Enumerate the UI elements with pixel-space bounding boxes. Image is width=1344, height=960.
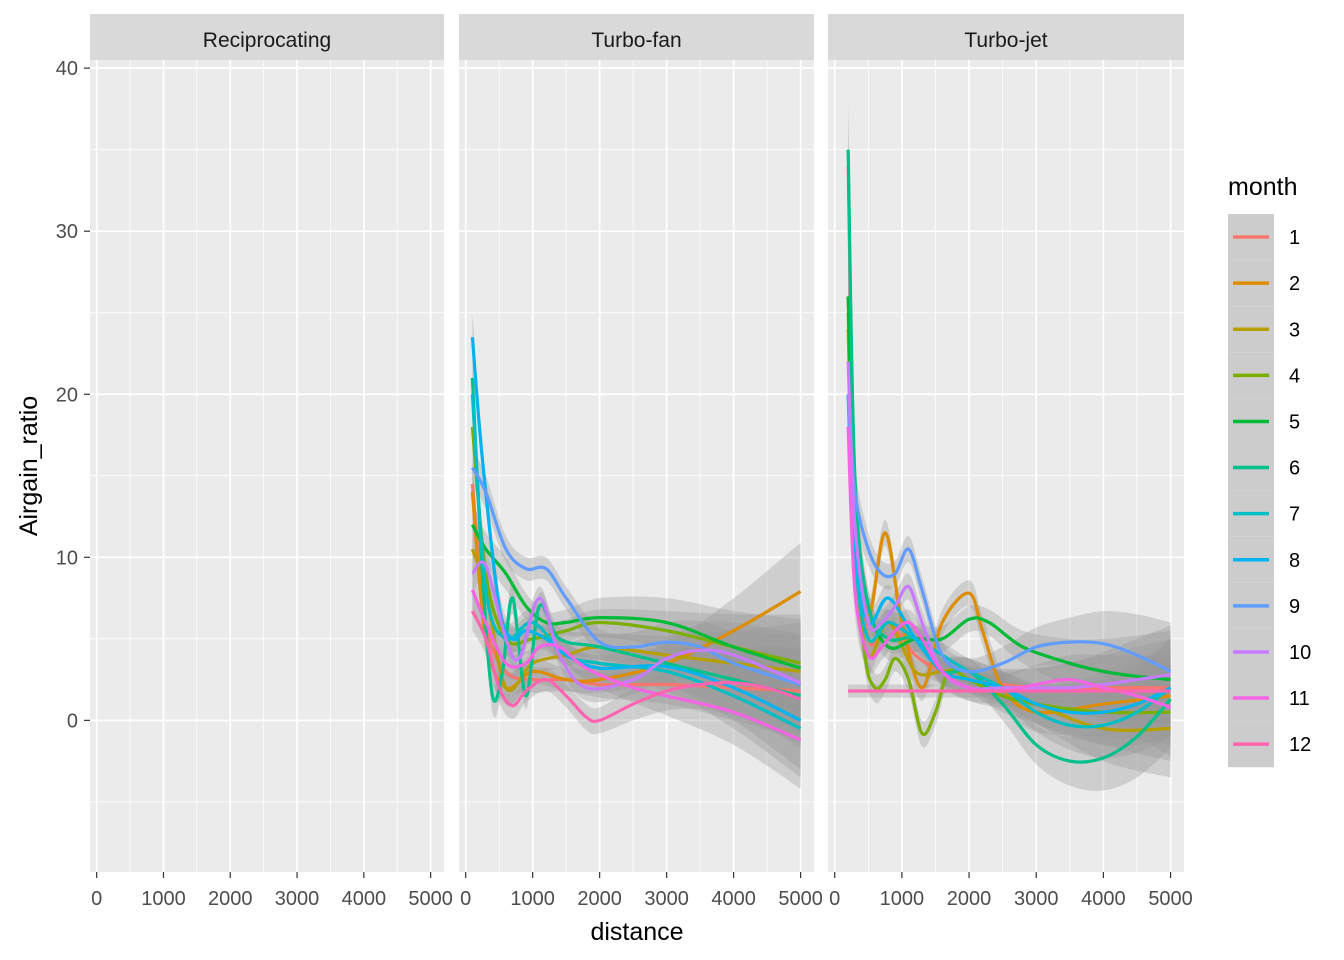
- series-ribbon: [472, 524, 801, 721]
- panel-background: [459, 60, 814, 872]
- y-axis-title: Airgain_ratio: [15, 396, 43, 536]
- series-line: [846, 426, 1172, 709]
- legend-entry: 1: [1228, 214, 1300, 261]
- series-ribbon: [472, 467, 801, 705]
- legend-label: 5: [1289, 411, 1300, 433]
- x-axis-title: distance: [590, 918, 683, 946]
- series-ribbon: [848, 329, 1171, 724]
- legend-title: month: [1228, 173, 1297, 201]
- series-ribbon: [848, 280, 1171, 778]
- series-ribbon: [472, 544, 801, 732]
- series-line: [846, 394, 1172, 729]
- series-ribbon: [848, 117, 1171, 737]
- legend-label: 8: [1289, 550, 1300, 572]
- facet-strip-label: Turbo-jet: [964, 29, 1047, 52]
- facet-strip-label: Turbo-fan: [591, 29, 681, 52]
- x-tick-label: 2000: [577, 888, 622, 910]
- x-tick-label: 5000: [408, 888, 453, 910]
- axis-layer: distance Airgain_ratio 0 1000 2000 3000 4000…: [15, 58, 1193, 946]
- panel-background: [90, 60, 444, 872]
- series-group: [470, 312, 802, 789]
- legend-label: 7: [1289, 504, 1300, 526]
- series-line: [846, 361, 1171, 691]
- x-tick-label: 3000: [275, 888, 320, 910]
- legend-entry: 11: [1228, 675, 1310, 722]
- legend-label: 4: [1289, 365, 1300, 387]
- series-ribbon: [472, 459, 801, 740]
- legend-entry: 7: [1228, 490, 1300, 537]
- x-tick-label: 2000: [947, 888, 992, 910]
- series-line: [470, 523, 802, 670]
- series-ribbon: [848, 394, 1171, 757]
- legend-label: 9: [1289, 596, 1300, 618]
- series-ribbon: [848, 361, 1171, 721]
- x-tick-label: 3000: [644, 888, 689, 910]
- legend-label: 10: [1289, 642, 1311, 664]
- x-tick-label: 4000: [711, 888, 756, 910]
- y-tick-label: 0: [67, 710, 78, 732]
- legend-entry: 3: [1228, 306, 1300, 353]
- facet-strip: [828, 14, 1184, 60]
- y-tick-label: 10: [56, 547, 78, 569]
- series-line: [471, 560, 802, 691]
- legend-label: 1: [1289, 227, 1300, 249]
- x-tick-label: 0: [460, 888, 471, 910]
- legend-entry: 8: [1228, 536, 1300, 583]
- legend-entry: 4: [1228, 352, 1300, 399]
- facet-panel: Turbo-jet: [828, 14, 1184, 872]
- x-tick-label: 1000: [141, 888, 186, 910]
- series-line: [470, 610, 802, 723]
- x-tick-label: 4000: [342, 888, 387, 910]
- y-tick-label: 20: [56, 384, 78, 406]
- x-tick-label: 3000: [1014, 888, 1059, 910]
- legend-entry: 5: [1228, 398, 1300, 445]
- series-line: [470, 426, 801, 665]
- legend-entry: 9: [1228, 582, 1300, 629]
- x-tick-label: 1000: [510, 888, 555, 910]
- legend-label: 11: [1289, 688, 1310, 710]
- legend-label: 12: [1289, 734, 1311, 756]
- series-line: [846, 394, 1172, 674]
- x-tick-label: 5000: [778, 888, 823, 910]
- y-tick-label: 30: [56, 221, 78, 243]
- x-tick-label: 4000: [1081, 888, 1126, 910]
- legend-entry: 2: [1228, 260, 1300, 307]
- legend-entry: 6: [1228, 444, 1300, 491]
- legend-label: 6: [1289, 458, 1300, 480]
- facet-strip: [90, 14, 444, 60]
- y-tick-label: 40: [56, 58, 78, 80]
- series-line: [470, 337, 802, 722]
- series-line: [470, 589, 802, 742]
- series-group: [846, 100, 1172, 791]
- x-tick-label: 0: [829, 888, 840, 910]
- x-tick-label: 1000: [880, 888, 925, 910]
- legend-entry: 10: [1228, 628, 1311, 675]
- series-line: [470, 377, 801, 703]
- facet-strip: [459, 14, 814, 60]
- panels-layer: Reciprocating Turbo-fan Turbo-jet: [90, 14, 1184, 872]
- legend-label: 2: [1289, 273, 1300, 295]
- x-tick-label: 5000: [1148, 888, 1193, 910]
- panel-background: [828, 60, 1184, 872]
- series-ribbon: [848, 100, 1171, 791]
- facet-strip-label: Reciprocating: [203, 29, 331, 52]
- facet-panel: Turbo-fan: [459, 14, 814, 872]
- legend-entry: 12: [1228, 721, 1311, 768]
- series-ribbon: [472, 353, 801, 745]
- x-tick-label: 2000: [208, 888, 253, 910]
- facet-panel: Reciprocating: [90, 14, 444, 872]
- legend-label: 3: [1289, 319, 1300, 341]
- x-tick-label: 0: [91, 888, 102, 910]
